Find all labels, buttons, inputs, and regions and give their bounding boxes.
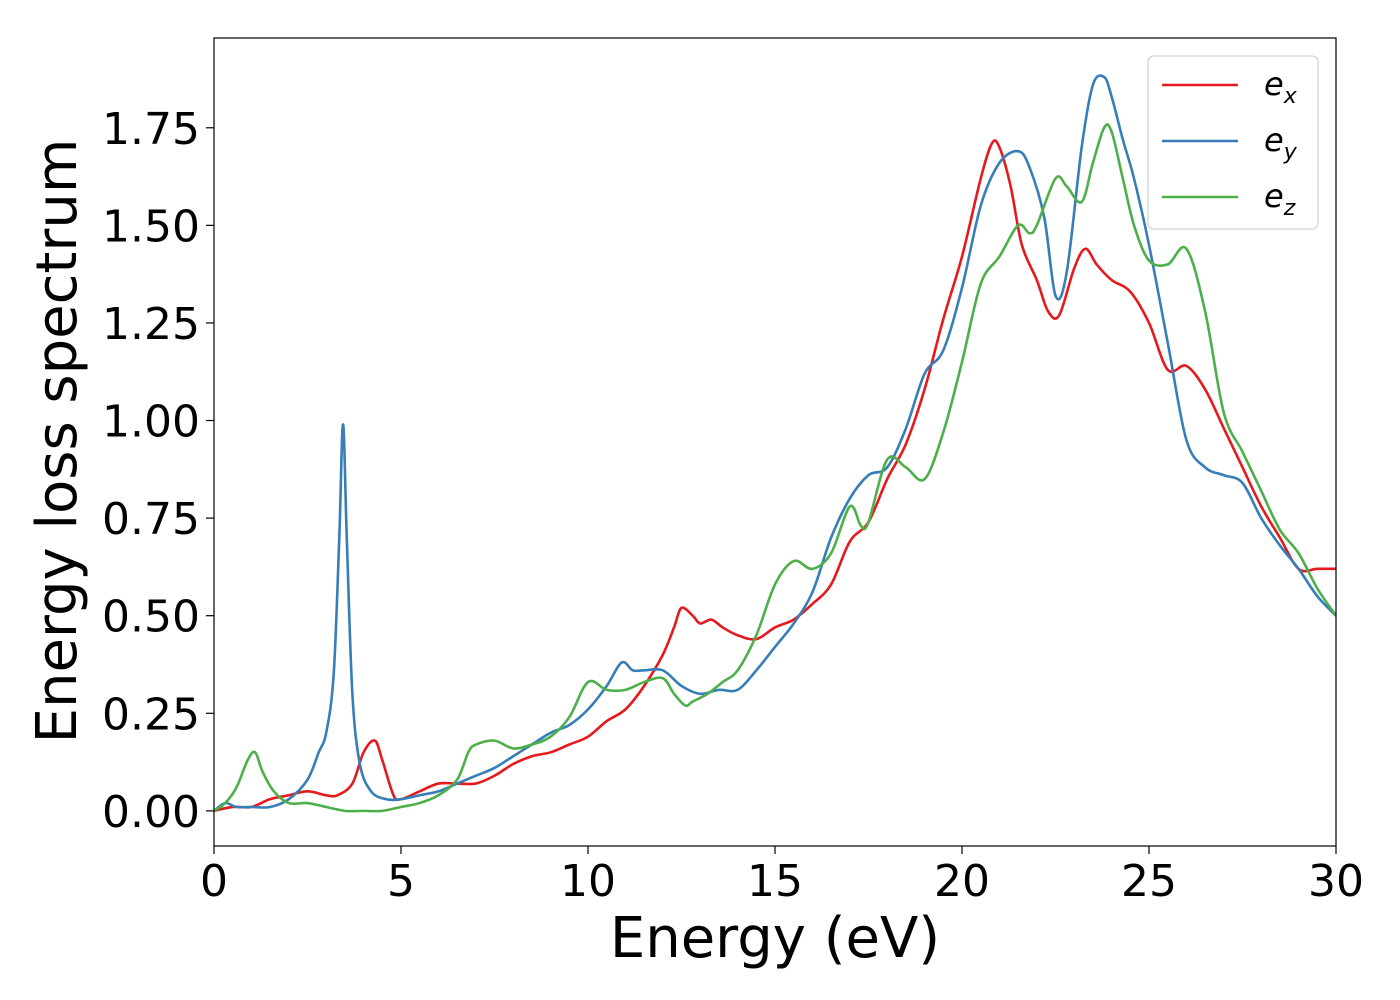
x-tick-label: 15: [747, 856, 803, 907]
series-line-e-y: [214, 74, 1336, 812]
y-tick-label: 1.50: [102, 201, 200, 252]
y-tick-label: 0.50: [102, 592, 200, 643]
x-tick-label: 20: [934, 856, 990, 907]
y-axis-label: Energy loss spectrum: [25, 139, 90, 744]
x-tick-label: 5: [387, 856, 415, 907]
y-axis-ticks: 0.00 0.25 0.50 0.75 1.00 1.25 1.50 1.75: [102, 104, 214, 838]
x-axis-label: Energy (eV): [610, 906, 940, 971]
x-tick-label: 30: [1308, 856, 1364, 907]
y-tick-label: 0.75: [102, 494, 200, 545]
x-axis-ticks: 0 5 10 15 20 25 30: [200, 846, 1364, 907]
x-tick-label: 0: [200, 856, 228, 907]
x-tick-label: 25: [1121, 856, 1177, 907]
y-tick-label: 0.25: [102, 689, 200, 740]
y-tick-label: 1.25: [102, 299, 200, 350]
series-line-e-x: [214, 139, 1336, 813]
legend-box: [1147, 55, 1319, 230]
series-lines: [214, 74, 1336, 813]
y-tick-label: 1.75: [102, 104, 200, 155]
y-tick-label: 1.00: [102, 397, 200, 448]
y-tick-label: 0.00: [102, 787, 200, 838]
x-tick-label: 10: [560, 856, 616, 907]
series-line-e-z: [214, 123, 1336, 813]
